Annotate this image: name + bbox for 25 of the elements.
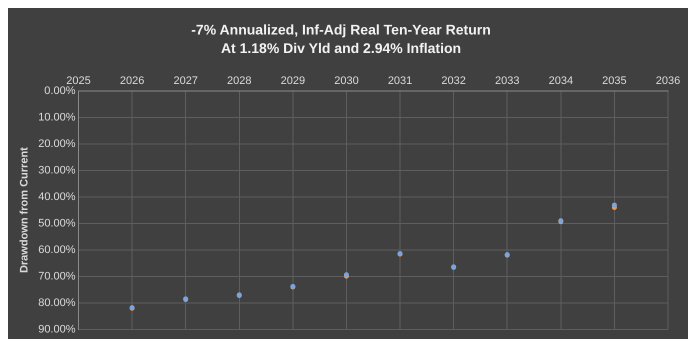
x-tick-label: 2031 xyxy=(388,75,412,88)
x-tick-label: 2030 xyxy=(334,75,359,88)
y-tick-label: 30.00% xyxy=(38,164,76,176)
x-tick-label: 2029 xyxy=(280,75,306,88)
x-tick-label: 2035 xyxy=(602,75,627,88)
x-tick-label: 2032 xyxy=(441,75,466,88)
x-tick-label: 2034 xyxy=(548,75,574,88)
y-tick-label: 50.00% xyxy=(38,217,76,230)
x-tick-label: 2033 xyxy=(494,75,520,88)
x-tick-label: 2036 xyxy=(656,75,680,88)
chart-subtitle: At 1.18% Div Yld and 2.94% Inflation xyxy=(220,40,462,56)
y-axis-title: Drawdown from Current xyxy=(18,146,31,274)
x-tick-label: 2025 xyxy=(66,75,91,88)
y-tick-label: 70.00% xyxy=(38,270,76,282)
y-tick-label: 0.00% xyxy=(44,84,76,97)
y-tick-label: 20.00% xyxy=(38,138,76,150)
x-tick-label: 2027 xyxy=(173,75,198,88)
y-tick-label: 90.00% xyxy=(38,323,76,336)
x-tick-label: 2026 xyxy=(120,75,144,88)
chart-title: -7% Annualized, Inf-Adj Real Ten-Year Return xyxy=(191,21,491,38)
y-tick-label: 10.00% xyxy=(38,111,76,124)
y-tick-label: 80.00% xyxy=(38,296,76,309)
y-tick-label: 60.00% xyxy=(38,244,76,256)
y-tick-label: 40.00% xyxy=(38,190,76,203)
x-tick-label: 2028 xyxy=(227,75,252,88)
